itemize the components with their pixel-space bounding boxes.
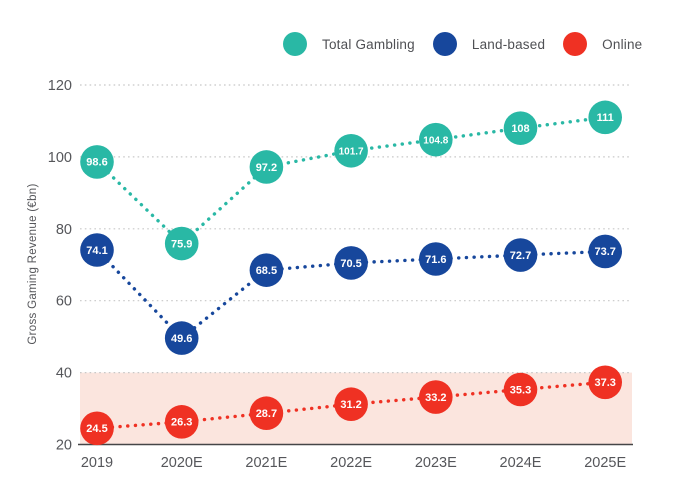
- data-point-marker: [164, 321, 199, 355]
- legend-swatch-total-gambling-icon: [283, 32, 307, 56]
- data-point-marker: [588, 234, 622, 269]
- data-point-label: 31.2: [340, 399, 361, 411]
- x-tick-label: 2019: [81, 455, 113, 471]
- x-tick-label: 2023E: [415, 455, 457, 471]
- x-tick-label: 2024E: [500, 455, 542, 471]
- y-tick-label: 40: [56, 366, 72, 382]
- y-tick-label: 100: [48, 150, 72, 166]
- x-tick-label: 2022E: [330, 455, 372, 471]
- data-point-label: 37.3: [594, 377, 615, 389]
- data-point-marker: [249, 396, 284, 431]
- legend-item-land-based: Land-based: [432, 32, 546, 56]
- data-point-marker: [588, 365, 622, 400]
- data-point-label: 26.3: [171, 417, 192, 429]
- data-point-marker: [419, 122, 453, 157]
- legend-label-total-gambling: Total Gambling: [322, 36, 415, 52]
- legend-swatch-online-icon: [563, 32, 588, 56]
- data-point-marker: [503, 372, 538, 407]
- data-point-label: 49.6: [171, 333, 192, 345]
- data-point-label: 24.5: [86, 423, 107, 435]
- legend-label-land-based: Land-based: [471, 36, 546, 52]
- data-point-label: 74.1: [86, 245, 107, 257]
- data-point-label: 71.6: [425, 254, 446, 266]
- data-point-marker: [164, 405, 199, 439]
- data-point-marker: [249, 150, 284, 184]
- data-point-label: 28.7: [256, 408, 277, 420]
- data-point-label: 98.6: [86, 157, 107, 169]
- data-point-label: 70.5: [340, 258, 361, 270]
- data-point-marker: [334, 387, 368, 422]
- data-point-marker: [164, 226, 199, 261]
- x-tick-label: 2025E: [584, 455, 626, 471]
- data-point-marker: [419, 242, 453, 276]
- data-point-marker: [334, 133, 368, 168]
- y-tick-label: 60: [56, 294, 72, 310]
- data-point-marker: [419, 380, 453, 414]
- data-point-label: 73.7: [594, 246, 615, 258]
- data-point-label: 33.2: [425, 392, 446, 404]
- data-point-label: 75.9: [171, 238, 192, 250]
- data-point-marker: [503, 238, 538, 272]
- legend-swatch-land-based-icon: [432, 32, 457, 56]
- data-point-label: 35.3: [510, 384, 531, 396]
- data-point-marker: [80, 411, 114, 446]
- y-axis-title: Gross Gaming Revenue (€bn): [27, 183, 39, 344]
- data-point-label: 111: [597, 112, 614, 124]
- data-point-label: 104.8: [423, 135, 448, 146]
- data-point-label: 97.2: [256, 162, 277, 174]
- data-point-label: 72.7: [510, 250, 531, 262]
- data-point-label: 101.7: [339, 147, 364, 158]
- data-point-marker: [80, 233, 114, 267]
- data-point-marker: [334, 246, 368, 280]
- y-tick-label: 20: [56, 438, 72, 454]
- y-tick-label: 80: [56, 222, 72, 238]
- data-point-marker: [503, 111, 538, 145]
- x-tick-label: 2020E: [161, 455, 203, 471]
- data-point-marker: [249, 253, 284, 287]
- data-point-marker: [80, 145, 114, 179]
- chart-legend: Total Gambling Land-based Online: [283, 32, 642, 56]
- legend-item-online: Online: [563, 32, 642, 56]
- x-tick-label: 2021E: [245, 455, 287, 471]
- data-point-marker: [588, 100, 622, 135]
- data-point-label: 68.5: [256, 265, 277, 277]
- legend-item-total-gambling: Total Gambling: [283, 32, 415, 56]
- y-tick-label: 120: [48, 78, 72, 94]
- data-point-label: 108: [511, 123, 529, 135]
- legend-label-online: Online: [602, 36, 643, 52]
